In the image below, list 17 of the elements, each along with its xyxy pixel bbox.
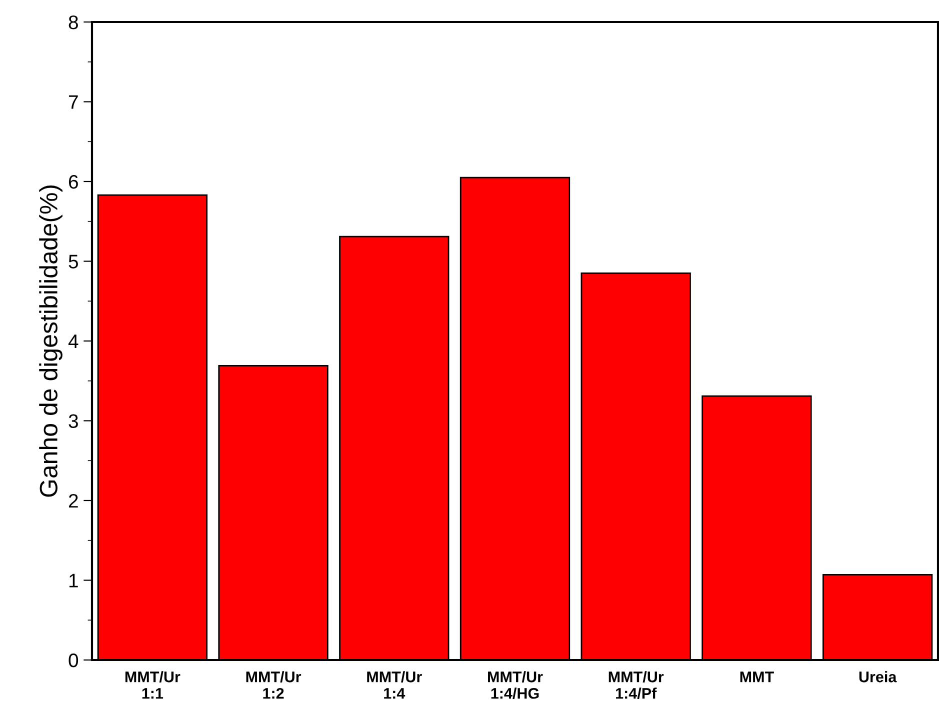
y-tick-label: 5 bbox=[68, 254, 78, 268]
x-tick-label: Ureia bbox=[859, 671, 897, 682]
y-tick-label: 6 bbox=[68, 174, 78, 189]
x-tick-label: MMT/Ur 1:4/HG bbox=[488, 671, 543, 699]
y-tick-label: 4 bbox=[68, 334, 78, 348]
x-tick-label: MMT/Ur 1:1 bbox=[125, 671, 180, 699]
y-axis-title: Ganho de digestibilidade(%) bbox=[39, 186, 62, 497]
y-tick-label: 2 bbox=[68, 494, 78, 508]
x-tick-label: MMT/Ur 1:4 bbox=[367, 671, 422, 699]
x-tick-label: MMT/Ur 1:4/Pf bbox=[608, 671, 664, 699]
y-tick-label: 7 bbox=[68, 95, 78, 109]
y-tick-label: 3 bbox=[68, 414, 78, 428]
y-tick-label: 8 bbox=[68, 15, 78, 30]
y-tick-label: 0 bbox=[68, 653, 78, 668]
x-tick-label: MMT bbox=[740, 672, 774, 682]
x-tick-label: MMT/Ur 1:2 bbox=[246, 671, 302, 699]
y-tick-label: 1 bbox=[69, 574, 78, 588]
